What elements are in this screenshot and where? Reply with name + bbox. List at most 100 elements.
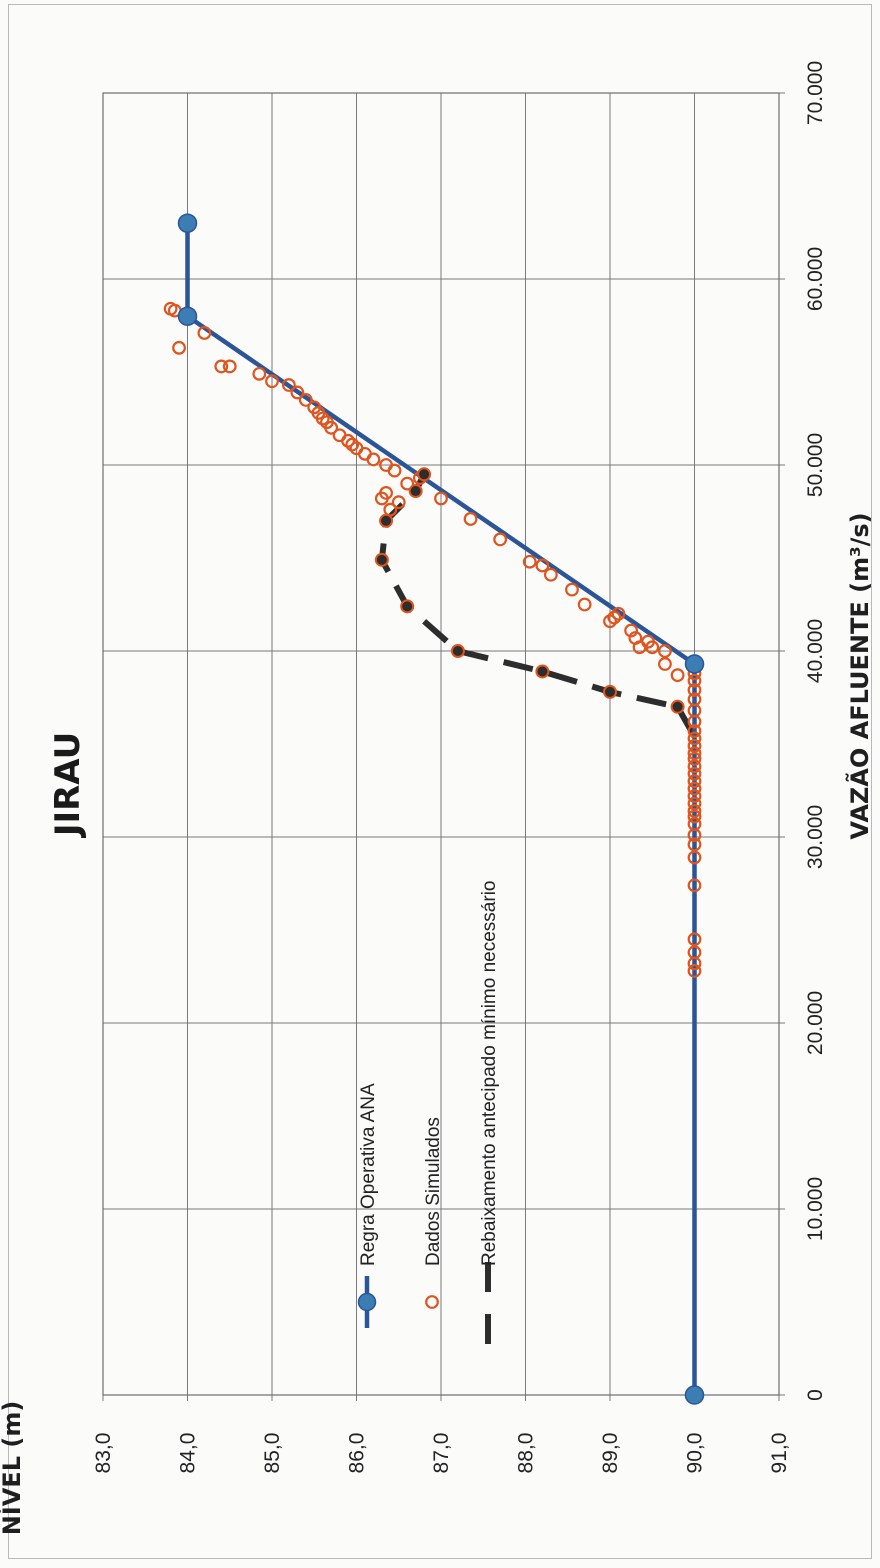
x-tick-label: 0 xyxy=(804,1389,827,1401)
simulated-data-point xyxy=(687,683,702,697)
legend-label: Rebaixamento antecipado mínimo necessári… xyxy=(479,881,500,1267)
rebaixamento-point xyxy=(670,699,685,714)
y-tick-label: 89,0 xyxy=(599,1433,622,1474)
rebaixamento-point xyxy=(603,684,617,699)
simulated-data-point xyxy=(687,692,702,707)
simulated-data-point xyxy=(307,400,322,415)
rebaixamento-point xyxy=(379,513,394,528)
simulated-data-point xyxy=(658,657,672,671)
simulated-data-point xyxy=(345,437,360,452)
simulated-data-point xyxy=(687,850,702,865)
series-layer xyxy=(163,213,705,1405)
simulated-data-point xyxy=(658,644,672,658)
rebaixamento-point xyxy=(535,664,550,679)
simulated-data-point xyxy=(611,606,626,621)
rebaixamento-point xyxy=(374,552,389,567)
simulated-data-point xyxy=(670,668,685,683)
simulated-data-point xyxy=(628,631,643,645)
x-tick-label: 60.000 xyxy=(804,247,827,311)
simulated-data-point xyxy=(687,673,702,688)
legend-label: Regra Operativa ANA xyxy=(358,1083,379,1266)
y-tick-label: 91,0 xyxy=(768,1433,791,1474)
simulated-data-point xyxy=(358,446,372,461)
y-tick-label: 90,0 xyxy=(684,1433,707,1474)
legend-label: Dados Simulados xyxy=(423,1117,444,1266)
simulated-data-point xyxy=(493,532,508,547)
simulated-data-point xyxy=(463,512,478,526)
simulated-data-point xyxy=(687,759,702,774)
simulated-data-point xyxy=(374,491,389,506)
simulated-data-point xyxy=(687,817,702,831)
simulated-data-point xyxy=(687,796,702,811)
regra-operativa-point xyxy=(684,1385,705,1405)
simulated-data-point xyxy=(687,774,702,789)
legend-simulados-marker xyxy=(425,1295,439,1309)
regra-operativa-point xyxy=(177,213,198,233)
y-tick-label: 88,0 xyxy=(515,1433,538,1474)
simulated-data-point xyxy=(379,458,393,472)
simulated-data-point xyxy=(332,428,347,443)
simulated-data-point xyxy=(163,301,178,316)
x-tick-label: 40.000 xyxy=(804,619,827,683)
simulated-data-point xyxy=(282,378,296,392)
y-tick-label: 84,0 xyxy=(177,1433,200,1474)
simulated-data-point xyxy=(687,731,702,746)
simulated-data-point xyxy=(687,804,702,818)
simulated-data-point xyxy=(387,463,402,478)
simulated-data-point xyxy=(214,359,229,374)
simulated-data-point xyxy=(687,738,702,753)
x-tick-label: 30.000 xyxy=(804,805,827,869)
y-axis-title: NÍVEL (m) xyxy=(0,1401,26,1536)
simulated-data-point xyxy=(265,374,279,389)
x-tick-label: 20.000 xyxy=(804,991,827,1055)
simulated-data-point xyxy=(687,932,702,947)
simulated-data-point xyxy=(687,837,702,852)
rebaixamento-line xyxy=(378,472,698,739)
simulated-data-point xyxy=(565,582,579,597)
chart-title: JIRAU xyxy=(48,732,88,838)
simulated-data-point xyxy=(400,476,415,491)
simulated-data-point xyxy=(687,766,702,781)
simulated-data-point xyxy=(543,567,558,582)
simulated-data-point xyxy=(349,441,364,456)
y-tick-label: 85,0 xyxy=(261,1433,284,1474)
x-axis-title: VAZÃO AFLUENTE (m³/s) xyxy=(845,512,874,839)
simulated-data-point xyxy=(366,452,381,467)
simulated-data-point xyxy=(290,385,305,400)
simulated-data-point xyxy=(434,491,448,506)
simulated-data-point xyxy=(577,597,592,612)
rebaixamento-point xyxy=(400,599,415,614)
regra-operativa-line xyxy=(185,223,697,1395)
simulated-data-point xyxy=(222,359,237,374)
tick-labels: 83,0 84,0 85,0 86,0 87,0 88,0 89,0 90,0 91,0 0 10.… xyxy=(92,61,827,1474)
simulated-data-point xyxy=(607,610,622,625)
simulated-data-point xyxy=(298,393,313,407)
x-tick-label: 10.000 xyxy=(804,1177,827,1241)
simulated-data-point xyxy=(603,614,617,629)
simulated-data-point xyxy=(687,964,702,978)
simulated-data-point xyxy=(320,415,334,430)
simulated-data-point xyxy=(172,340,186,355)
legend: Regra Operativa ANA Dados Simulados Rebaix… xyxy=(357,881,500,1344)
simulated-data-point xyxy=(641,634,655,649)
y-tick-label: 86,0 xyxy=(346,1433,369,1474)
simulated-data-point xyxy=(687,945,702,960)
simulated-data-point xyxy=(687,781,702,796)
simulated-data-point xyxy=(687,746,702,761)
grid-lines xyxy=(102,92,785,1401)
simulated-data-point xyxy=(687,878,702,893)
y-tick-label: 83,0 xyxy=(92,1433,115,1474)
rebaixamento-point xyxy=(417,467,432,482)
simulated-data-point xyxy=(197,326,212,340)
y-tick-label: 87,0 xyxy=(430,1433,453,1474)
regra-operativa-point xyxy=(177,306,198,326)
simulated-data-point xyxy=(252,366,267,381)
simulated-data-point xyxy=(535,558,550,573)
simulated-data-point xyxy=(624,623,639,638)
simulated-data-point xyxy=(391,495,406,510)
rebaixamento-point xyxy=(408,484,423,499)
rebaixamento-point xyxy=(450,644,465,658)
x-tick-label: 70.000 xyxy=(804,61,827,125)
